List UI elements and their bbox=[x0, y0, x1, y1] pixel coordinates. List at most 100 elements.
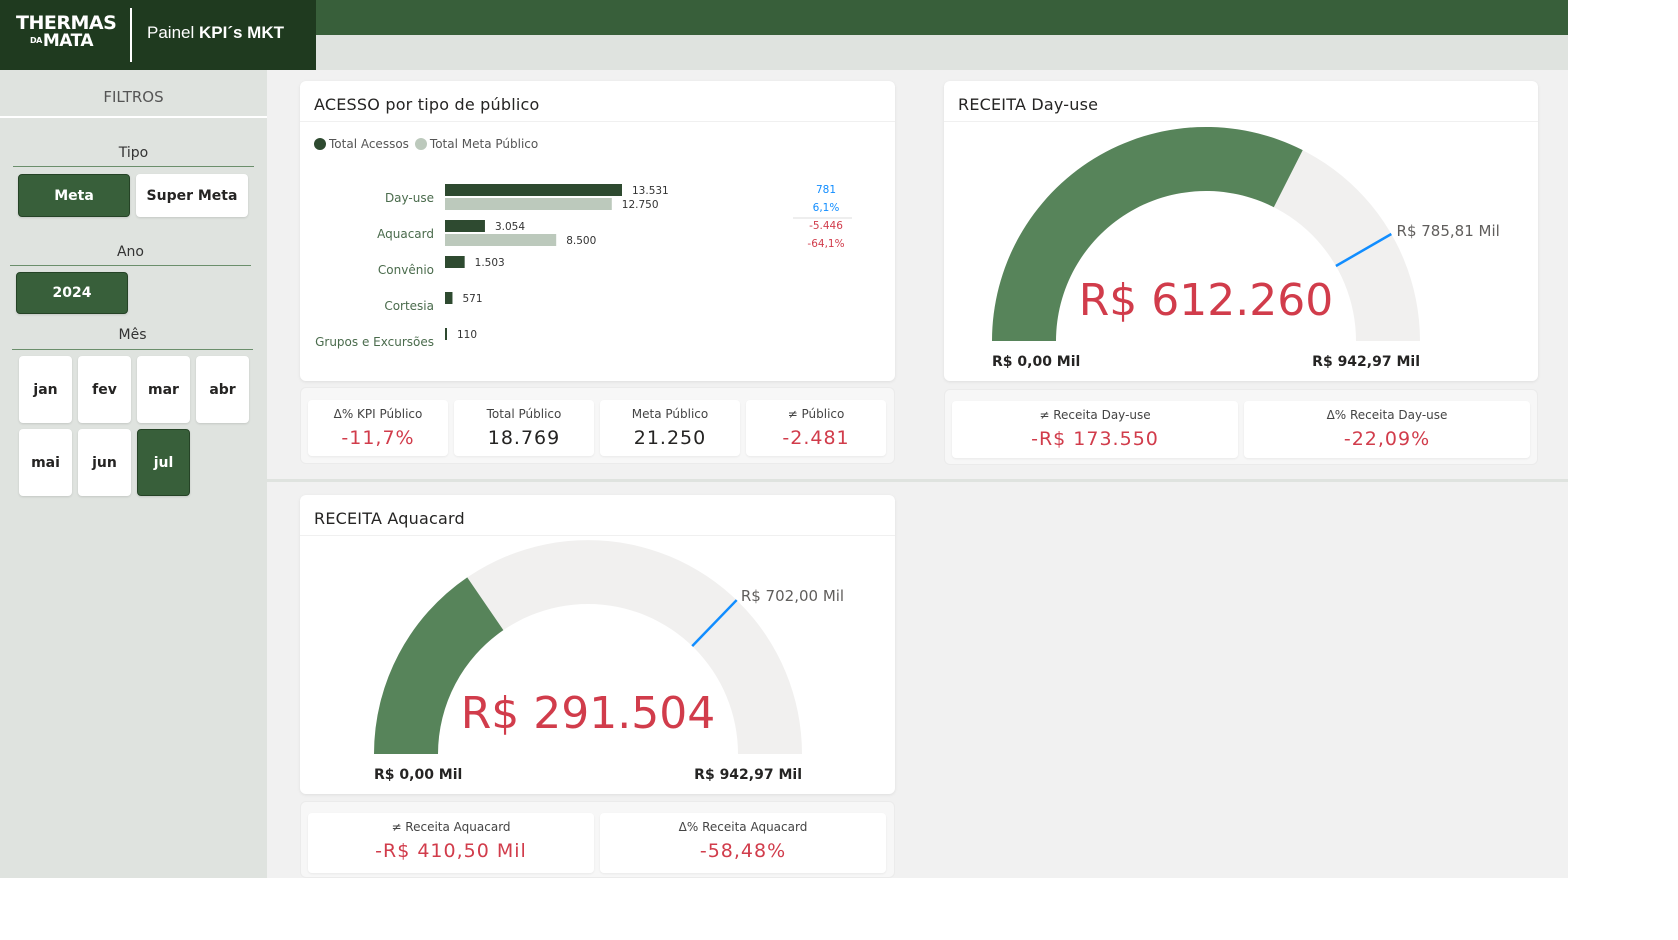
dayuse-title-divider bbox=[944, 121, 1538, 122]
aquacard-gauge: R$ 702,00 Mil R$ 291.504 R$ 0,00 Mil R$ 942… bbox=[374, 540, 844, 783]
kpi-label: Δ% Receita Aquacard bbox=[678, 820, 808, 834]
bar-category-label: Grupos e Excursões bbox=[315, 335, 434, 349]
ano-divider bbox=[10, 265, 251, 266]
legend-meta-label: Total Meta Público bbox=[429, 137, 539, 151]
kpi-label: Total Público bbox=[486, 407, 562, 421]
bar-actual-value-label: 110 bbox=[457, 329, 477, 341]
gauge-value: R$ 612.260 bbox=[1079, 275, 1334, 326]
mes-divider bbox=[12, 349, 253, 350]
logo-header: THERMAS DAMATA Painel KPI´s MKT bbox=[0, 0, 316, 70]
gauge-fill bbox=[374, 577, 504, 754]
legend-meta-dot bbox=[414, 138, 427, 150]
dayuse-gauge: R$ 785,81 Mil R$ 612.260 R$ 0,00 Mil R$ 942… bbox=[992, 127, 1500, 370]
mes-label: Mês bbox=[118, 327, 147, 343]
bar-meta-value-label: 12.750 bbox=[622, 199, 659, 211]
kpi-delta-receita-dayuse: Δ% Receita Day-use -22,09% bbox=[1244, 401, 1530, 458]
ano-label: Ano bbox=[116, 244, 144, 260]
brand-logo: THERMAS DAMATA bbox=[16, 12, 117, 51]
mes-jan-button[interactable]: jan bbox=[19, 356, 72, 423]
aquacard-title-divider bbox=[300, 535, 895, 536]
logo-line1: THERMAS bbox=[16, 12, 117, 34]
bar-meta bbox=[445, 198, 612, 210]
filters-divider bbox=[0, 116, 267, 118]
kpi-value: -2.481 bbox=[782, 427, 850, 449]
gauge-min-label: R$ 0,00 Mil bbox=[992, 354, 1080, 370]
variance-diff-label: 781 bbox=[816, 184, 836, 196]
bar-actual-value-label: 571 bbox=[462, 293, 482, 305]
logo-line2: MATA bbox=[42, 31, 94, 51]
kpi-value: -R$ 410,50 Mil bbox=[375, 840, 527, 862]
kpi-diff-receita-aquacard: ≠ Receita Aquacard -R$ 410,50 Mil bbox=[308, 813, 594, 873]
kpi-publico-panel: Δ% KPI Público -11,7% Total Público 18.7… bbox=[300, 387, 895, 464]
bar-category-label: Convênio bbox=[378, 263, 434, 277]
bar-actual bbox=[445, 220, 485, 232]
gauge-max-label: R$ 942,97 Mil bbox=[694, 767, 802, 783]
kpi-diff-publico: ≠ Público -2.481 bbox=[746, 400, 886, 456]
kpi-delta-receita-aquacard: Δ% Receita Aquacard -58,48% bbox=[600, 813, 886, 873]
mes-jun-button[interactable]: jun bbox=[78, 429, 131, 496]
kpi-label: Δ% KPI Público bbox=[333, 407, 423, 421]
gauge-target-marker bbox=[1335, 232, 1392, 268]
kpi-label: Δ% Receita Day-use bbox=[1326, 408, 1448, 422]
kpi-diff-receita-dayuse: ≠ Receita Day-use -R$ 173.550 bbox=[952, 401, 1238, 458]
bar-actual bbox=[445, 292, 453, 304]
dayuse-title: RECEITA Day-use bbox=[958, 95, 1099, 114]
gauge-max-label: R$ 942,97 Mil bbox=[1312, 354, 1420, 370]
page-title-prefix: Painel bbox=[147, 23, 195, 42]
gauge-target-label: R$ 702,00 Mil bbox=[741, 587, 844, 605]
kpi-aquacard-panel: ≠ Receita Aquacard -R$ 410,50 Mil Δ% Rec… bbox=[300, 801, 895, 878]
mes-mar-button[interactable]: mar bbox=[137, 356, 190, 423]
tipo-super-meta-button[interactable]: Super Meta bbox=[136, 174, 248, 217]
gauge-target-marker bbox=[691, 599, 738, 647]
variance-pct-label: 6,1% bbox=[813, 202, 840, 214]
acesso-title-divider bbox=[300, 121, 895, 122]
kpi-dayuse-panel: ≠ Receita Day-use -R$ 173.550 Δ% Receita… bbox=[944, 389, 1538, 465]
kpi-value: -11,7% bbox=[341, 427, 415, 449]
bar-actual-value-label: 13.531 bbox=[632, 185, 669, 197]
variance-diff-label: -5.446 bbox=[809, 220, 843, 232]
kpi-delta-kpi-publico: Δ% KPI Público -11,7% bbox=[308, 400, 448, 456]
kpi-label: ≠ Público bbox=[787, 407, 845, 421]
acesso-bar-chart: Day-use 13.531 12.750 Aquacard 3.054 8.500 Con… bbox=[315, 184, 852, 349]
variance-pct-label: -64,1% bbox=[807, 238, 844, 250]
aquacard-card: RECEITA Aquacard R$ 702,00 Mil R$ 291.504… bbox=[300, 495, 895, 794]
bar-category-label: Day-use bbox=[385, 191, 434, 205]
logo-small: DA bbox=[30, 36, 42, 45]
mes-fev-button[interactable]: fev bbox=[78, 356, 131, 423]
bar-category-label: Aquacard bbox=[377, 227, 434, 241]
mes-mai-button[interactable]: mai bbox=[19, 429, 72, 496]
dayuse-card: RECEITA Day-use R$ 785,81 Mil R$ 612.260 R… bbox=[944, 81, 1538, 381]
bar-meta bbox=[445, 234, 557, 246]
logo-separator bbox=[130, 8, 132, 62]
bar-actual bbox=[445, 256, 465, 268]
kpi-value: -58,48% bbox=[699, 840, 787, 862]
ano-2024-button[interactable]: 2024 bbox=[16, 272, 128, 314]
gauge-fill bbox=[992, 127, 1303, 341]
kpi-total-publico: Total Público 18.769 bbox=[454, 400, 594, 456]
acesso-title: ACESSO por tipo de público bbox=[314, 95, 540, 114]
mes-abr-button[interactable]: abr bbox=[196, 356, 249, 423]
kpi-label: Meta Público bbox=[631, 407, 709, 421]
sub-bar bbox=[316, 35, 1568, 70]
mes-jul-button[interactable]: jul bbox=[137, 429, 190, 496]
aquacard-title: RECEITA Aquacard bbox=[314, 509, 465, 528]
legend-actual-dot bbox=[314, 138, 326, 150]
kpi-label: ≠ Receita Aquacard bbox=[391, 820, 511, 834]
filter-sidebar: FILTROS Tipo Meta Super Meta Ano 2024 Mê… bbox=[0, 70, 267, 878]
bar-actual-value-label: 3.054 bbox=[495, 221, 525, 233]
bar-actual-value-label: 1.503 bbox=[475, 257, 505, 269]
kpi-value: -22,09% bbox=[1343, 428, 1431, 450]
kpi-value: 21.250 bbox=[633, 427, 707, 449]
gauge-min-label: R$ 0,00 Mil bbox=[374, 767, 462, 783]
bar-actual bbox=[445, 328, 447, 340]
acesso-card: ACESSO por tipo de público Total Acessos… bbox=[300, 81, 895, 381]
gauge-track bbox=[374, 540, 802, 754]
legend-actual-label: Total Acessos bbox=[329, 137, 409, 151]
bar-actual bbox=[445, 184, 622, 196]
tipo-divider bbox=[13, 166, 254, 167]
gauge-target-label: R$ 785,81 Mil bbox=[1397, 222, 1500, 240]
tipo-meta-button[interactable]: Meta bbox=[18, 174, 130, 217]
kpi-meta-publico: Meta Público 21.250 bbox=[600, 400, 740, 456]
bar-category-label: Cortesia bbox=[384, 299, 434, 313]
bar-meta-value-label: 8.500 bbox=[566, 235, 596, 247]
